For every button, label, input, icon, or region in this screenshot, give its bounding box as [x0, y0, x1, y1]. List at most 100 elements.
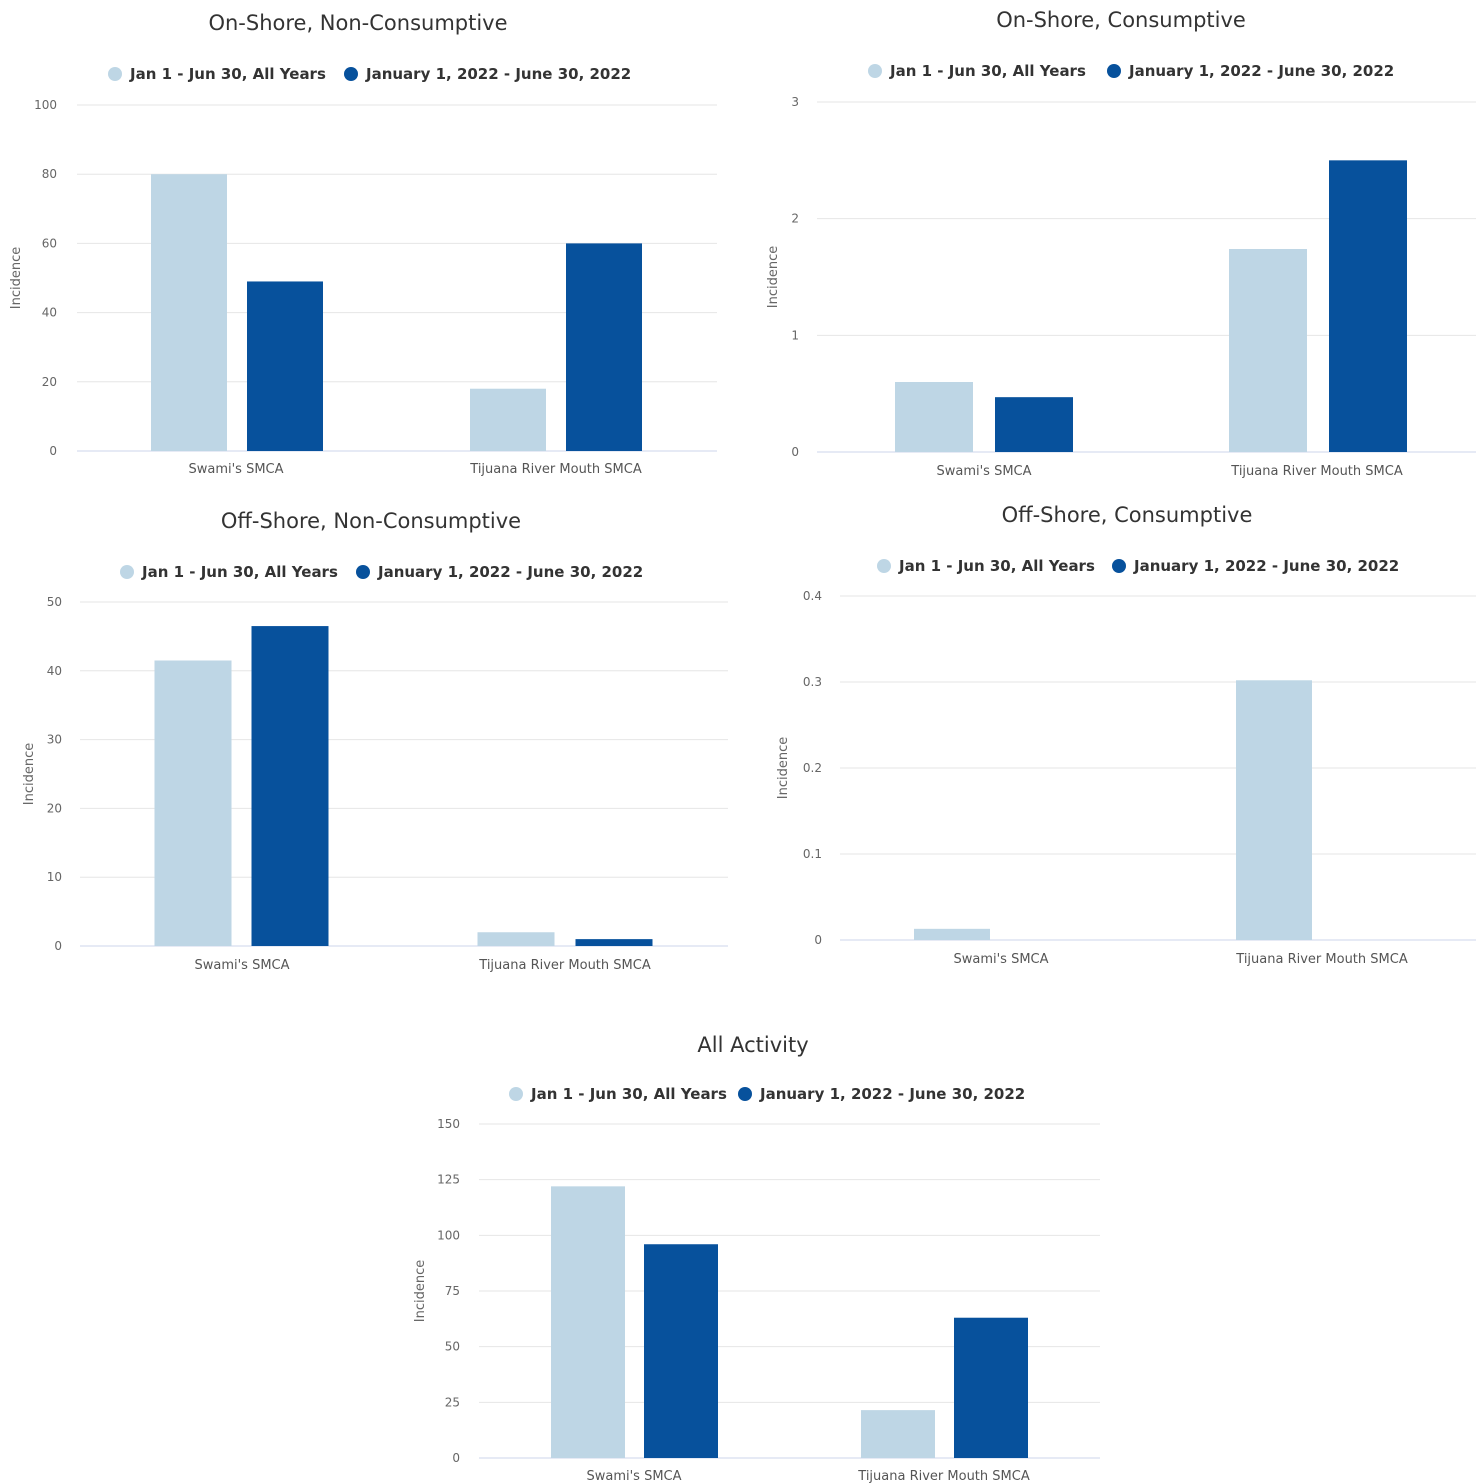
bar-2022[interactable]	[995, 397, 1073, 452]
y-tick-label: 0	[49, 444, 57, 458]
chart-title: On-Shore, Non-Consumptive	[208, 11, 507, 35]
bar-all-years[interactable]	[914, 928, 990, 940]
legend-label-all-years: Jan 1 - Jun 30, All Years	[129, 65, 326, 83]
legend-marker-all-years	[120, 565, 134, 579]
category-label: Swami's SMCA	[936, 464, 1031, 479]
legend-marker-2022	[738, 1087, 752, 1101]
bar-2022[interactable]	[251, 626, 329, 946]
y-tick-label: 150	[437, 1117, 460, 1131]
chart-all-activity: All Activity Jan 1 - Jun 30, All Years J…	[0, 1015, 1476, 1484]
bar-all-years[interactable]	[551, 1186, 625, 1458]
category-label: Tijuana River Mouth SMCA	[1230, 464, 1403, 479]
y-tick-label: 20	[42, 375, 57, 389]
legend-item-2022[interactable]: January 1, 2022 - June 30, 2022	[344, 65, 631, 83]
legend-marker-all-years	[868, 64, 882, 78]
legend-marker-2022	[1107, 64, 1121, 78]
legend-marker-all-years	[108, 67, 122, 81]
bar-all-years[interactable]	[861, 1410, 935, 1458]
chart-title: Off-Shore, Non-Consumptive	[221, 509, 521, 533]
bar-2022[interactable]	[644, 1244, 718, 1458]
bar-2022[interactable]	[575, 939, 653, 946]
chart-title: All Activity	[697, 1033, 808, 1057]
legend-label-all-years: Jan 1 - Jun 30, All Years	[141, 563, 338, 581]
chart-svg: On-Shore, Non-Consumptive Jan 1 - Jun 30…	[9, 11, 717, 477]
y-tick-label: 25	[445, 1395, 460, 1409]
chart-svg: Off-Shore, Non-Consumptive Jan 1 - Jun 3…	[22, 509, 728, 973]
y-tick-label: 80	[42, 167, 57, 181]
legend-marker-2022	[356, 565, 370, 579]
legend-marker-all-years	[877, 559, 891, 573]
bar-all-years[interactable]	[477, 932, 555, 946]
y-axis-title: Incidence	[9, 247, 24, 309]
y-axis-title: Incidence	[766, 246, 781, 308]
chart-off-shore-non-consumptive: Off-Shore, Non-Consumptive Jan 1 - Jun 3…	[0, 495, 740, 985]
y-tick-label: 0	[54, 939, 62, 953]
legend-label-all-years: Jan 1 - Jun 30, All Years	[898, 557, 1095, 575]
category-label: Tijuana River Mouth SMCA	[469, 462, 642, 477]
chart-on-shore-non-consumptive: On-Shore, Non-Consumptive Jan 1 - Jun 30…	[0, 0, 730, 490]
y-tick-label: 0	[452, 1451, 460, 1465]
legend-label-all-years: Jan 1 - Jun 30, All Years	[530, 1085, 727, 1103]
chart-svg: On-Shore, Consumptive Jan 1 - Jun 30, Al…	[766, 8, 1476, 479]
legend-item-all-years[interactable]: Jan 1 - Jun 30, All Years	[868, 62, 1086, 80]
legend-item-all-years[interactable]: Jan 1 - Jun 30, All Years	[120, 563, 338, 581]
legend-marker-2022	[1112, 559, 1126, 573]
y-tick-label: 20	[47, 801, 62, 815]
legend-label-2022: January 1, 2022 - June 30, 2022	[1133, 557, 1399, 575]
y-tick-label: 2	[791, 212, 799, 226]
y-tick-label: 50	[445, 1340, 460, 1354]
plot-area: 0 25 50 75 100 125 150	[437, 1117, 1100, 1465]
legend-item-2022[interactable]: January 1, 2022 - June 30, 2022	[1107, 62, 1394, 80]
y-tick-label: 50	[47, 595, 62, 609]
y-tick-label: 0.2	[803, 761, 822, 775]
y-tick-label: 75	[445, 1284, 460, 1298]
chart-on-shore-consumptive: On-Shore, Consumptive Jan 1 - Jun 30, Al…	[0, 0, 1476, 490]
bar-2022[interactable]	[1329, 160, 1407, 453]
category-label: Tijuana River Mouth SMCA	[1235, 952, 1408, 967]
legend-item-2022[interactable]: January 1, 2022 - June 30, 2022	[738, 1085, 1025, 1103]
chart-svg: All Activity Jan 1 - Jun 30, All Years J…	[413, 1033, 1100, 1484]
y-axis-title: Incidence	[413, 1260, 428, 1322]
chart-svg: Off-Shore, Consumptive Jan 1 - Jun 30, A…	[776, 503, 1476, 967]
bar-all-years[interactable]	[154, 660, 232, 946]
y-tick-label: 0.3	[803, 675, 822, 689]
bar-all-years[interactable]	[895, 382, 973, 452]
legend-item-all-years[interactable]: Jan 1 - Jun 30, All Years	[877, 557, 1095, 575]
category-label: Swami's SMCA	[188, 462, 283, 477]
chart-off-shore-consumptive: Off-Shore, Consumptive Jan 1 - Jun 30, A…	[0, 495, 1476, 985]
y-tick-label: 125	[437, 1173, 460, 1187]
bar-2022[interactable]	[566, 243, 642, 451]
y-tick-label: 30	[47, 733, 62, 747]
legend-item-all-years[interactable]: Jan 1 - Jun 30, All Years	[108, 65, 326, 83]
bar-all-years[interactable]	[470, 388, 546, 451]
y-tick-label: 1	[791, 328, 799, 342]
category-label: Tijuana River Mouth SMCA	[478, 958, 651, 973]
legend-marker-2022	[344, 67, 358, 81]
y-tick-label: 100	[437, 1228, 460, 1242]
y-tick-label: 40	[42, 306, 57, 320]
legend-marker-all-years	[509, 1087, 523, 1101]
y-tick-label: 0	[814, 933, 822, 947]
plot-area: 0 10 20 30 40 50	[47, 595, 728, 953]
y-axis-title: Incidence	[22, 743, 37, 805]
y-tick-label: 60	[42, 236, 57, 250]
legend-item-2022[interactable]: January 1, 2022 - June 30, 2022	[356, 563, 643, 581]
category-label: Swami's SMCA	[953, 952, 1048, 967]
legend-item-2022[interactable]: January 1, 2022 - June 30, 2022	[1112, 557, 1399, 575]
bar-all-years[interactable]	[151, 174, 227, 451]
chart-title: Off-Shore, Consumptive	[1002, 503, 1253, 527]
bar-all-years[interactable]	[1229, 249, 1307, 452]
legend-label-2022: January 1, 2022 - June 30, 2022	[759, 1085, 1025, 1103]
legend-label-all-years: Jan 1 - Jun 30, All Years	[889, 62, 1086, 80]
bar-all-years[interactable]	[1236, 680, 1312, 940]
bar-2022[interactable]	[247, 281, 323, 451]
legend-item-all-years[interactable]: Jan 1 - Jun 30, All Years	[509, 1085, 727, 1103]
y-tick-label: 10	[47, 870, 62, 884]
legend-label-2022: January 1, 2022 - June 30, 2022	[365, 65, 631, 83]
y-tick-label: 100	[34, 98, 57, 112]
bar-2022[interactable]	[954, 1317, 1028, 1458]
y-tick-label: 40	[47, 664, 62, 678]
legend-label-2022: January 1, 2022 - June 30, 2022	[1128, 62, 1394, 80]
plot-area: 0 1 2 3	[791, 95, 1476, 459]
y-tick-label: 3	[791, 95, 799, 109]
